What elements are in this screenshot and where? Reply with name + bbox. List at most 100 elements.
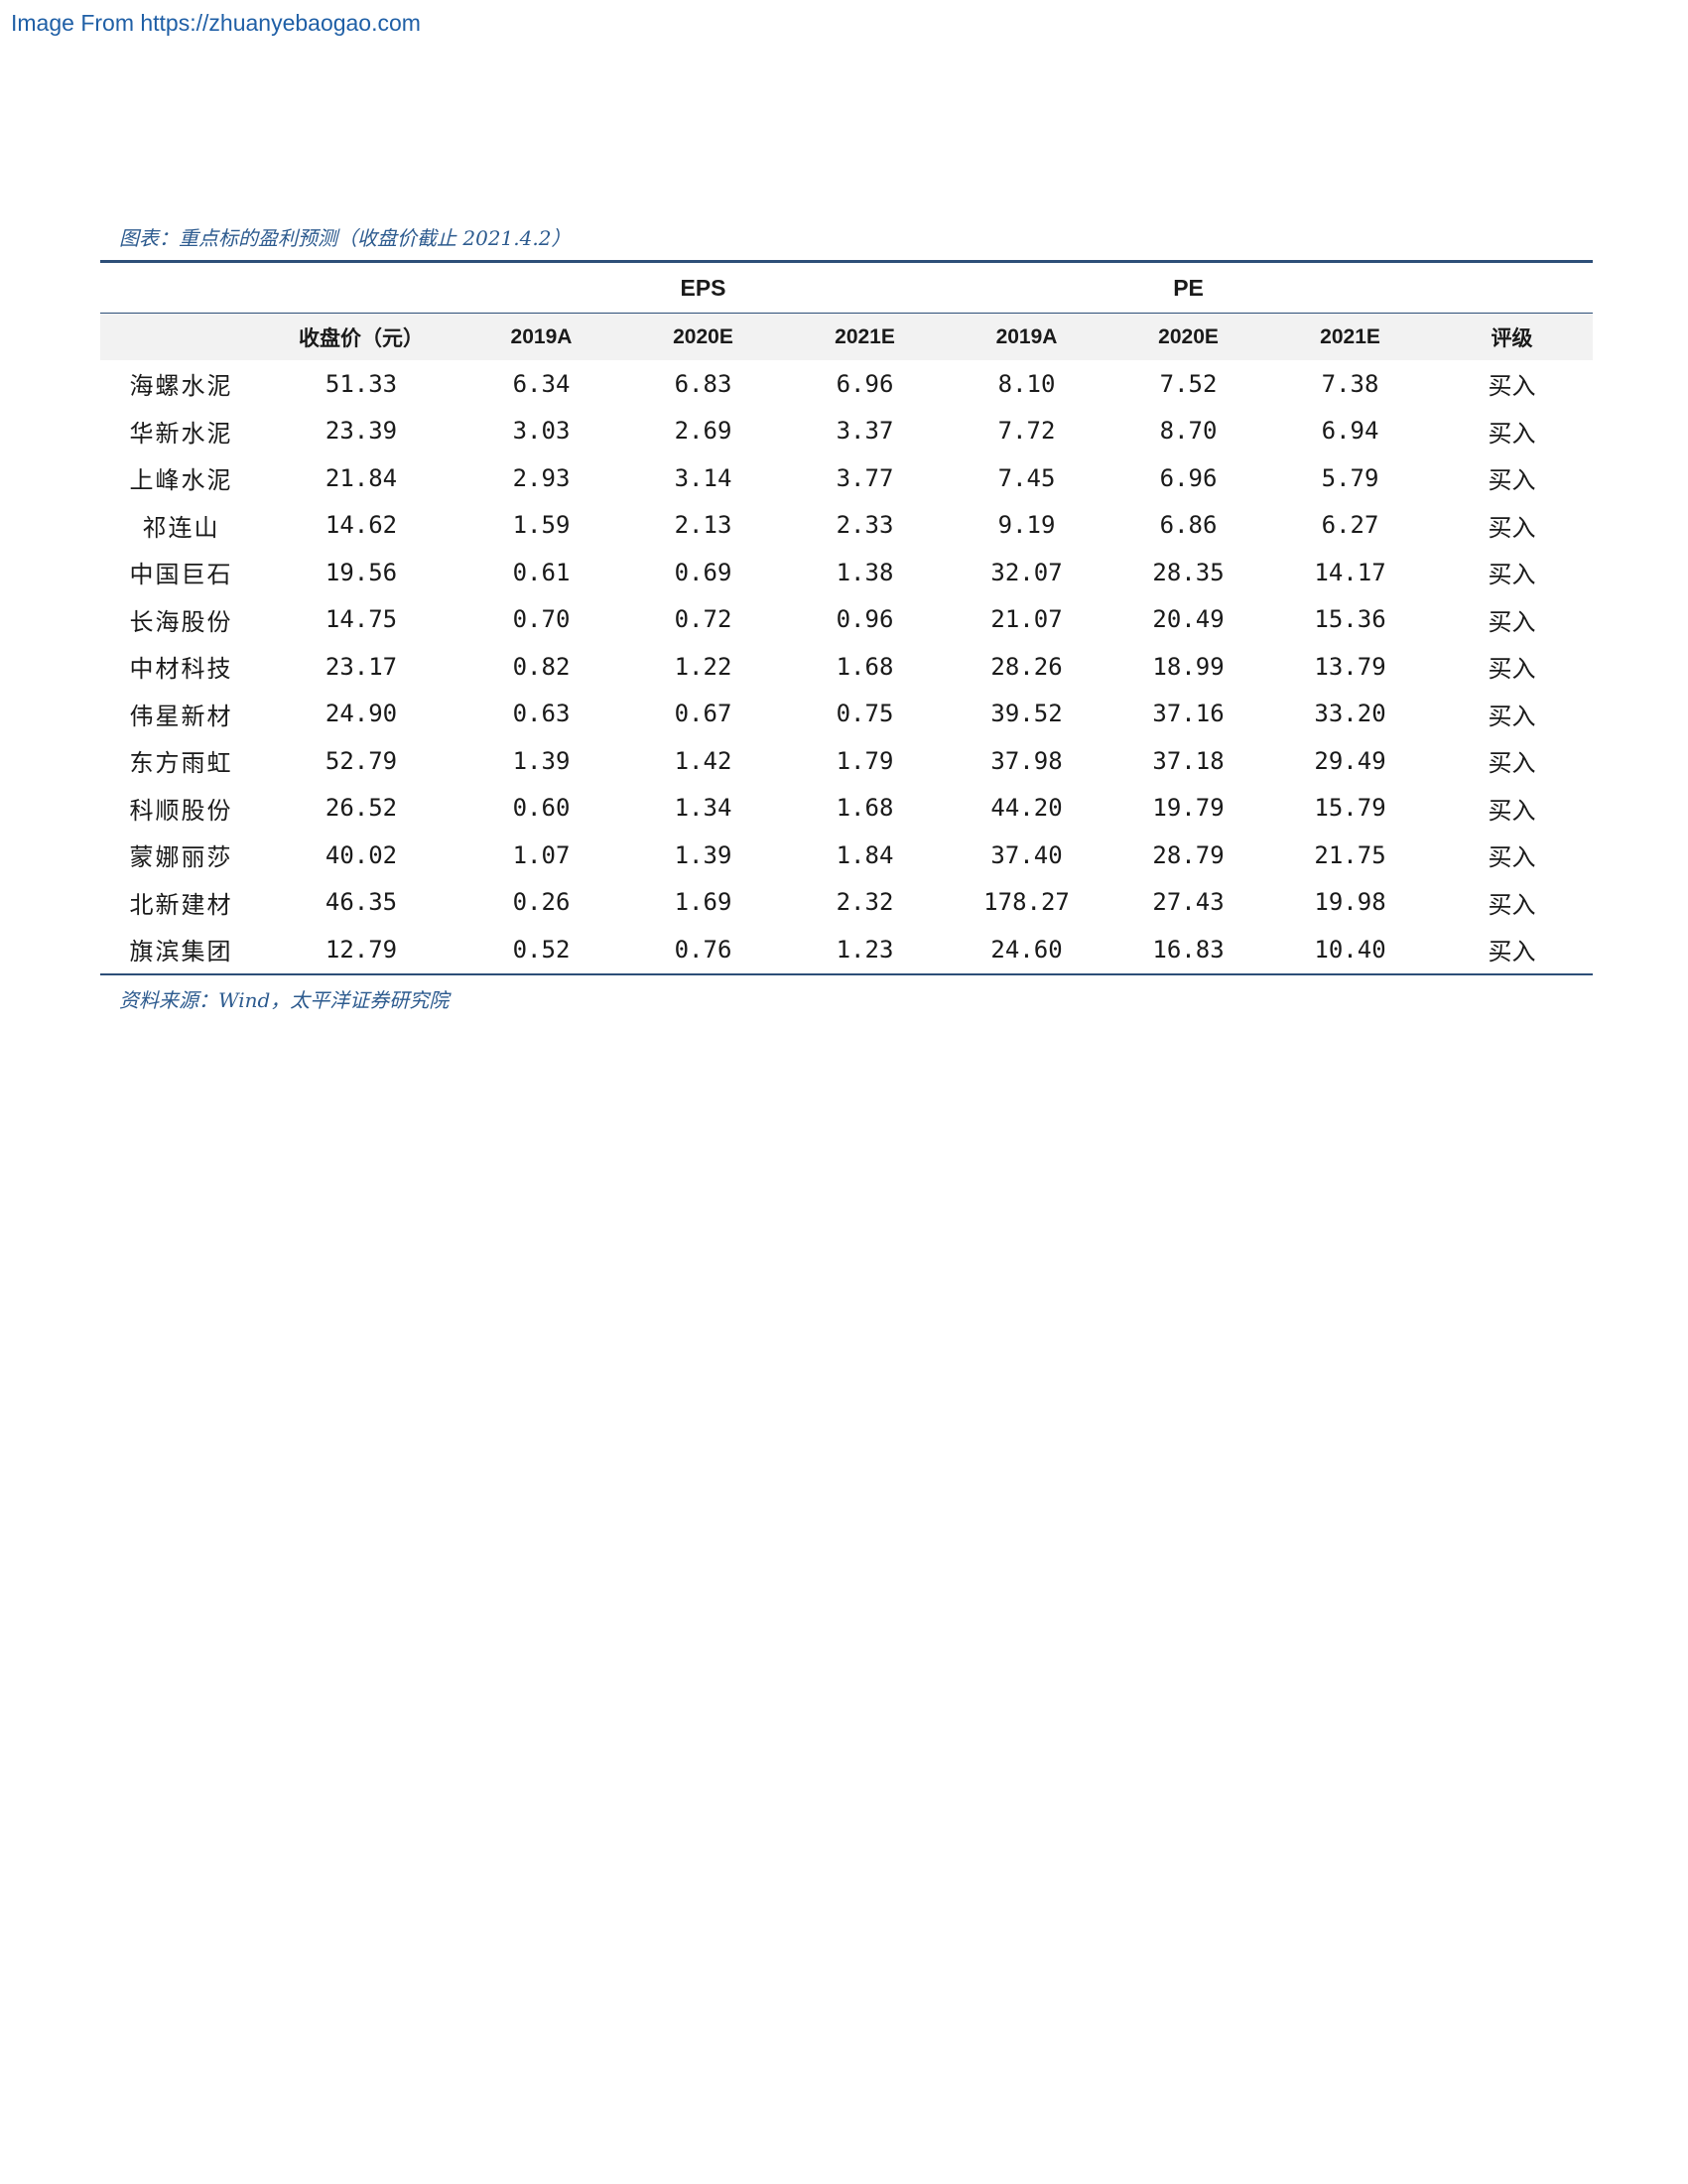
cell-stock-name: 蒙娜丽莎	[129, 843, 233, 872]
cell-pe-2021e: 14.17	[1314, 558, 1386, 586]
earnings-forecast-table: EPS PE 收盘价（元） 2019A 2020E 2021E 2019A 2020E 20…	[100, 260, 1594, 975]
cell-pe-2020e: 8.70	[1159, 417, 1218, 446]
cell-eps-2019a: 2.93	[512, 463, 571, 492]
cell-pe-2019a: 39.52	[990, 700, 1063, 728]
cell-rating: 买入	[1488, 372, 1536, 401]
cell-pe-2019a: 37.98	[990, 746, 1063, 775]
cell-eps-2019a: 0.82	[512, 652, 571, 681]
cell-eps-2019a: 0.61	[512, 558, 571, 586]
cell-close-price: 23.39	[325, 417, 398, 446]
column-header-row: 收盘价（元） 2019A 2020E 2021E 2019A 2020E 2021E 评级	[100, 313, 1594, 360]
cell-close-price: 14.62	[325, 511, 398, 540]
cell-stock-name: 祁连山	[142, 513, 220, 542]
cell-pe-2019a: 7.72	[997, 417, 1056, 446]
cell-rating: 买入	[1488, 702, 1536, 730]
cell-eps-2021e: 2.33	[836, 511, 894, 540]
cell-pe-2019a: 28.26	[990, 652, 1063, 681]
cell-close-price: 46.35	[325, 888, 398, 917]
cell-eps-2020e: 0.76	[622, 926, 784, 975]
header-pe-2021e: 2021E	[1269, 313, 1432, 360]
cell-pe-2020e: 27.43	[1152, 888, 1225, 917]
cell-pe-2021e: 6.94	[1321, 417, 1379, 446]
header-pe-2020e: 2020E	[1107, 313, 1270, 360]
cell-eps-2019a: 0.60	[512, 794, 571, 823]
cell-stock-name: 华新水泥	[129, 419, 233, 448]
header-eps-2021e: 2021E	[784, 313, 947, 360]
cell-pe-2021e: 19.98	[1314, 888, 1386, 917]
cell-pe-2020e: 37.18	[1152, 746, 1225, 775]
header-rating: 评级	[1431, 313, 1594, 360]
table-row: 科顺股份 26.52 0.60 1.34 1.68 44.20 19.79 15.79 买入	[100, 785, 1593, 833]
cell-pe-2020e: 28.35	[1152, 558, 1225, 586]
cell-stock-name: 上峰水泥	[129, 466, 233, 495]
cell-rating: 买入	[1488, 890, 1536, 919]
header-pe-2019a: 2019A	[946, 313, 1108, 360]
table-row: 伟星新材 24.90 0.63 0.67 0.75 39.52 37.16 33.20 买入	[100, 691, 1593, 738]
cell-rating: 买入	[1488, 513, 1536, 542]
cell-stock-name: 中国巨石	[129, 561, 233, 589]
cell-rating: 买入	[1488, 607, 1536, 636]
header-eps-2019a: 2019A	[460, 313, 622, 360]
cell-stock-name: 伟星新材	[129, 702, 233, 730]
cell-eps-2021e: 1.79	[836, 746, 894, 775]
cell-close-price: 40.02	[325, 840, 398, 869]
cell-eps-2020e: 0.67	[674, 700, 732, 728]
cell-eps-2020e: 0.69	[674, 558, 732, 586]
cell-eps-2021e: 3.37	[836, 417, 894, 446]
cell-eps-2020e: 1.42	[674, 746, 732, 775]
cell-pe-2021e: 6.27	[1321, 511, 1379, 540]
cell-pe-2020e: 16.83	[1107, 926, 1270, 975]
cell-pe-2019a: 32.07	[990, 558, 1063, 586]
cell-eps-2021e: 1.84	[836, 840, 894, 869]
cell-stock-name: 旗滨集团	[100, 926, 262, 975]
cell-eps-2020e: 1.22	[674, 652, 732, 681]
cell-rating: 买入	[1431, 926, 1594, 975]
cell-eps-2020e: 1.69	[674, 888, 732, 917]
cell-eps-2020e: 1.34	[674, 794, 732, 823]
source-note: 资料来源：Wind，太平洋证券研究院	[119, 988, 450, 1012]
table-row: 蒙娜丽莎 40.02 1.07 1.39 1.84 37.40 28.79 21.75 买入	[100, 832, 1593, 879]
cell-eps-2019a: 1.07	[512, 840, 571, 869]
cell-eps-2021e: 1.23	[784, 926, 947, 975]
cell-pe-2019a: 178.27	[983, 888, 1070, 917]
cell-pe-2020e: 37.16	[1152, 700, 1225, 728]
cell-rating: 买入	[1488, 843, 1536, 872]
cell-eps-2019a: 1.39	[512, 746, 571, 775]
table-row: 祁连山 14.62 1.59 2.13 2.33 9.19 6.86 6.27 买入	[100, 502, 1593, 550]
group-header-pe: PE	[946, 260, 1432, 314]
header-close-price: 收盘价（元）	[262, 313, 460, 360]
cell-pe-2020e: 19.79	[1152, 794, 1225, 823]
cell-pe-2019a: 9.19	[997, 511, 1056, 540]
cell-pe-2021e: 33.20	[1314, 700, 1386, 728]
cell-pe-2021e: 29.49	[1314, 746, 1386, 775]
cell-eps-2021e: 0.96	[836, 605, 894, 634]
table-row: 中材科技 23.17 0.82 1.22 1.68 28.26 18.99 13.79 买入	[100, 643, 1593, 691]
cell-pe-2020e: 18.99	[1152, 652, 1225, 681]
cell-close-price: 14.75	[325, 605, 398, 634]
table-row: 长海股份 14.75 0.70 0.72 0.96 21.07 20.49 15.36 买入	[100, 596, 1593, 644]
cell-eps-2019a: 3.03	[512, 417, 571, 446]
cell-eps-2019a: 6.34	[512, 369, 571, 398]
cell-rating: 买入	[1488, 561, 1536, 589]
cell-close-price: 19.56	[325, 558, 398, 586]
cell-stock-name: 长海股份	[129, 607, 233, 636]
cell-eps-2020e: 3.14	[674, 463, 732, 492]
cell-rating: 买入	[1488, 466, 1536, 495]
cell-pe-2020e: 6.96	[1159, 463, 1218, 492]
cell-close-price: 51.33	[325, 369, 398, 398]
cell-pe-2019a: 44.20	[990, 794, 1063, 823]
cell-pe-2019a: 21.07	[990, 605, 1063, 634]
cell-close-price: 23.17	[325, 652, 398, 681]
watermark-link[interactable]: Image From https://zhuanyebaogao.com	[11, 10, 421, 36]
cell-stock-name: 中材科技	[129, 655, 233, 684]
table-row: 上峰水泥 21.84 2.93 3.14 3.77 7.45 6.96 5.79 买入	[100, 454, 1593, 502]
cell-pe-2020e: 7.52	[1159, 369, 1218, 398]
cell-pe-2021e: 10.40	[1269, 926, 1432, 975]
cell-close-price: 26.52	[325, 794, 398, 823]
group-header-blank	[262, 260, 460, 314]
cell-pe-2021e: 13.79	[1314, 652, 1386, 681]
cell-eps-2019a: 0.63	[512, 700, 571, 728]
table-body: 海螺水泥 51.33 6.34 6.83 6.96 8.10 7.52 7.38 买入 华新水泥 2…	[100, 360, 1594, 975]
cell-pe-2021e: 21.75	[1314, 840, 1386, 869]
cell-eps-2020e: 1.39	[674, 840, 732, 869]
